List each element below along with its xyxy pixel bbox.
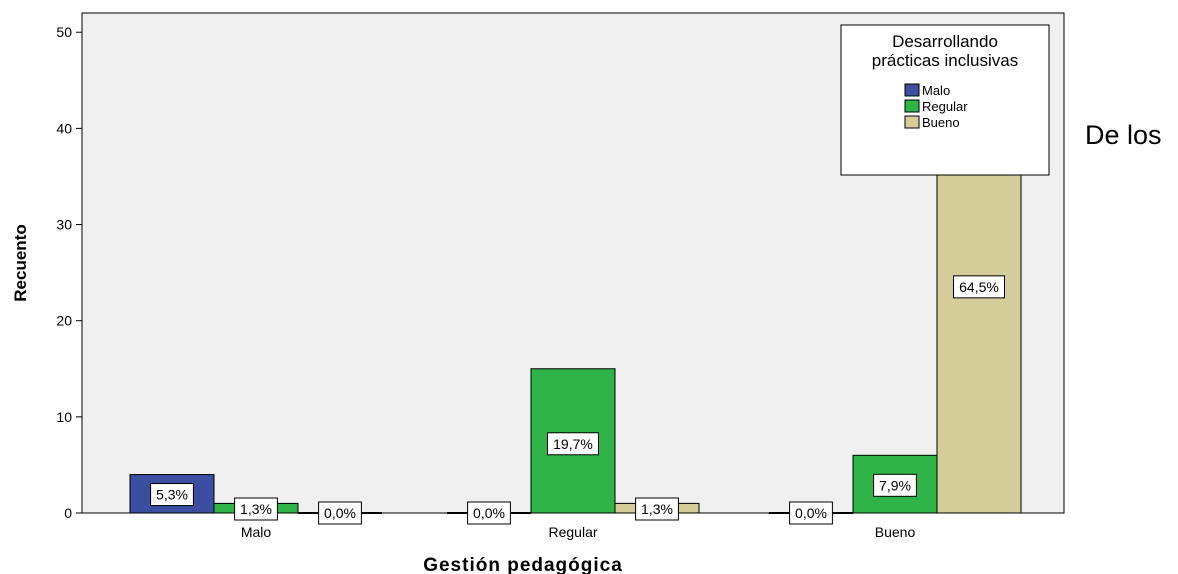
data-label-box xyxy=(873,473,917,497)
data-label: 7,9% xyxy=(879,477,911,493)
y-tick-label: 10 xyxy=(56,409,72,425)
y-tick-label: 50 xyxy=(56,24,72,40)
legend-label: Bueno xyxy=(922,115,960,130)
y-tick-label: 40 xyxy=(56,120,72,136)
data-label: 19,7% xyxy=(553,436,593,452)
data-label-box xyxy=(234,497,278,521)
y-tick-label: 0 xyxy=(64,505,72,521)
legend-box xyxy=(840,24,1050,176)
data-labels-group: 5,3% 1,3% 0,0% 0,0% 19,7% 1,3% 0,0% 7,9% 64,5% xyxy=(150,275,1005,525)
data-label: 0,0% xyxy=(795,505,827,521)
data-label: 0,0% xyxy=(324,505,356,521)
legend-swatch xyxy=(904,115,920,129)
y-axis-title: Recuento xyxy=(11,224,30,301)
legend-label: Regular xyxy=(922,99,968,114)
data-label-box xyxy=(635,497,679,521)
x-tick-label: Regular xyxy=(548,524,597,540)
legend-title: prácticas inclusivas xyxy=(872,51,1018,70)
data-label: 0,0% xyxy=(473,505,505,521)
data-label: 5,3% xyxy=(156,487,188,503)
data-label: 1,3% xyxy=(641,501,673,517)
x-tick-label: Bueno xyxy=(875,524,916,540)
y-tick-label: 20 xyxy=(56,313,72,329)
legend-swatch xyxy=(904,83,920,97)
data-label-box xyxy=(953,275,1005,299)
data-label: 64,5% xyxy=(959,279,999,295)
legend-swatch xyxy=(904,99,920,113)
legend-title: Desarrollando xyxy=(892,32,998,51)
data-label-box xyxy=(318,501,362,525)
legend-label: Malo xyxy=(922,83,950,98)
data-label-box xyxy=(150,483,194,507)
data-label-box xyxy=(467,501,511,525)
x-axis-title: Gestión pedagógica xyxy=(423,555,623,574)
side-text: De los xyxy=(1085,120,1162,150)
data-label-box xyxy=(547,432,599,456)
axes: 0 10 20 30 40 50 Malo Regular Bueno xyxy=(56,24,915,540)
x-tick-label: Malo xyxy=(241,524,272,540)
y-tick-label: 30 xyxy=(56,217,72,233)
data-label-box xyxy=(789,501,833,525)
data-label: 1,3% xyxy=(240,501,272,517)
